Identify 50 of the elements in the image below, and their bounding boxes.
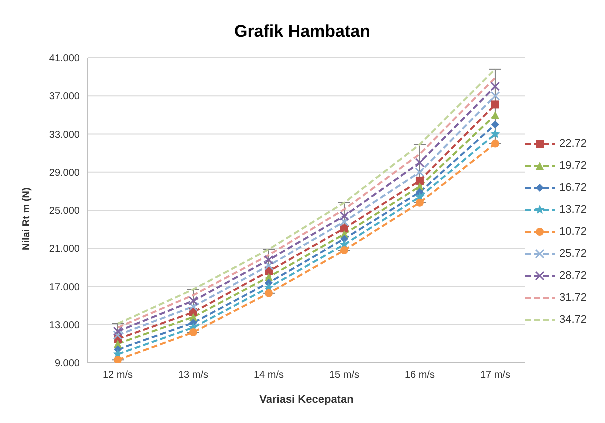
x-axis-title: Variasi Kecepatan [260, 394, 354, 406]
point [188, 302, 198, 312]
point [264, 255, 274, 265]
legend-label: 28.72 [559, 270, 587, 282]
point [340, 246, 348, 255]
y-tick-label: 21.000 [49, 244, 80, 256]
y-tick-label: 37.000 [49, 92, 80, 103]
point [490, 129, 500, 138]
x-tick-label: 16 m/s [404, 370, 435, 382]
y-tick-label: 29.000 [49, 168, 80, 179]
legend-label: 10.72 [559, 226, 587, 238]
legend-label: 31.72 [559, 292, 587, 304]
legend-label: 13.72 [559, 204, 587, 216]
y-tick-label: 13.000 [49, 320, 80, 332]
point [491, 100, 500, 109]
x-tick-label: 14 m/s [254, 370, 284, 382]
legend-label: 34.72 [559, 314, 587, 326]
y-tick-label: 9.000 [54, 358, 80, 370]
y-tick-label: 17.000 [49, 282, 80, 294]
point [340, 211, 350, 221]
legend-label: 25.72 [559, 248, 587, 260]
y-tick-label: 41.000 [49, 54, 80, 65]
point [416, 176, 424, 185]
y-axis-title: Nilai Rt m (N) [22, 188, 33, 250]
x-tick-label: 12 m/s [102, 370, 134, 382]
legend-label: 16.72 [559, 182, 587, 194]
point [188, 296, 198, 306]
point [189, 328, 198, 336]
chart-title: Grafik Hambatan [233, 21, 372, 43]
x-tick-label: 15 m/s [329, 370, 360, 382]
point [415, 158, 425, 168]
point [490, 82, 500, 92]
point [113, 326, 123, 336]
point [416, 198, 424, 207]
point [491, 140, 500, 148]
x-tick-label: 17 m/s [480, 370, 510, 382]
point [114, 356, 122, 363]
point [340, 217, 350, 227]
legend-label: 22.72 [559, 138, 587, 150]
point [264, 289, 273, 298]
point [415, 168, 425, 178]
x-tick-label: 13 m/s [178, 370, 208, 382]
legend-label: 19.72 [559, 160, 587, 172]
y-tick-label: 25.000 [49, 206, 80, 218]
point [490, 91, 500, 101]
point [491, 120, 500, 129]
point [264, 261, 274, 271]
point [491, 111, 500, 120]
y-tick-label: 33.000 [49, 130, 80, 141]
point [113, 330, 123, 340]
